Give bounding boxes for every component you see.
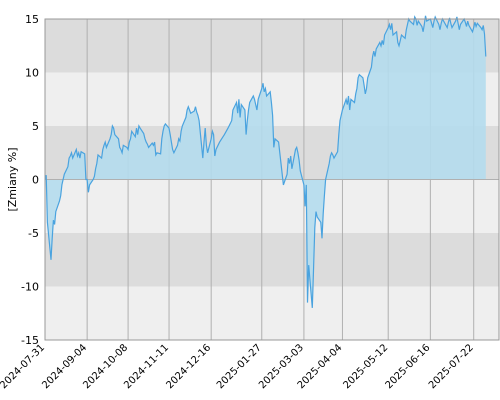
series-area: [44, 15, 499, 308]
band--10-to--5: [45, 233, 499, 287]
band--5-to-0: [45, 179, 499, 233]
series-line: [44, 15, 487, 308]
x-tick-label: 2025-06-16: [384, 342, 433, 391]
series-fill: [45, 15, 486, 308]
x-axis-ticks: 2024-07-312024-09-042024-10-082024-11-11…: [0, 342, 476, 391]
y-tick-label: -10: [21, 281, 39, 294]
plot-border: [44, 18, 500, 341]
y-tick-label: 15: [25, 13, 39, 26]
y-tick-label: 5: [32, 120, 39, 133]
band--15-to--10: [45, 286, 499, 340]
x-tick-label: 2024-12-16: [164, 342, 213, 391]
y-tick-label: 0: [32, 174, 39, 187]
y-tick-label: -5: [28, 227, 39, 240]
y-tick-label: -15: [21, 334, 39, 347]
y-tick-label: 10: [25, 67, 39, 80]
y-axis-ticks: -15 -10 -5 0 5 10 15: [21, 13, 39, 347]
y-axis-label: [Zmiany %]: [6, 147, 19, 211]
x-tick-label: 2025-07-22: [427, 342, 476, 391]
plot-frame: [44, 18, 500, 341]
